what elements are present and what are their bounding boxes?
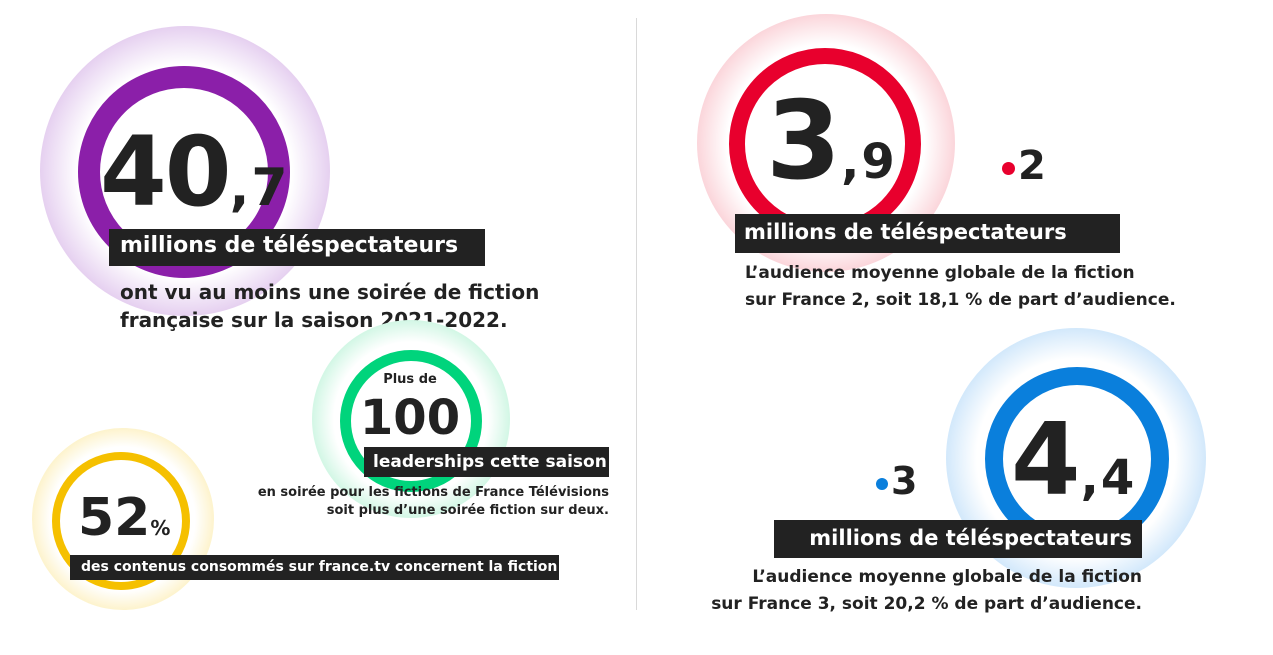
leaderships-description: en soirée pour les fictions de France Té… <box>246 484 609 520</box>
leaderships-unit-label: leaderships cette saison <box>364 447 609 477</box>
france2-value-integer: 3 <box>766 79 842 204</box>
viewers-value: 40,7 <box>100 124 290 220</box>
viewers-unit-label: millions de téléspectateurs <box>109 229 485 266</box>
share-value: 52% <box>78 492 170 544</box>
viewers-description: ont vu au moins une soirée de fiction fr… <box>120 278 539 334</box>
france3-channel-dot-icon <box>876 478 888 490</box>
column-divider <box>636 18 637 610</box>
france2-value-decimal: ,9 <box>841 134 897 190</box>
share-unit-label: des contenus consommés sur france.tv con… <box>70 555 559 580</box>
france2-channel-number: 2 <box>1018 143 1046 189</box>
france2-unit-label: millions de téléspectateurs <box>735 214 1120 253</box>
france3-desc-line: sur France 3, soit 20,2 % de part d’audi… <box>711 594 1142 614</box>
france3-value: 4,4 <box>1011 410 1136 510</box>
france2-description: L’audience moyenne globale de la fiction… <box>745 260 1176 314</box>
leaderships-desc-line: en soirée pour les fictions de France Té… <box>257 485 609 500</box>
share-value-number: 52 <box>78 488 151 548</box>
leaderships-prefix: Plus de <box>383 372 437 387</box>
viewers-desc-line: ont vu au moins une soirée de fiction <box>120 280 540 304</box>
france3-value-integer: 4 <box>1011 401 1081 518</box>
viewers-value-decimal: ,7 <box>229 158 290 218</box>
france3-channel-number: 3 <box>891 459 918 503</box>
france2-desc-line: sur France 2, soit 18,1 % de part d’audi… <box>745 290 1176 310</box>
share-value-suffix: % <box>150 516 171 540</box>
france2-value: 3,9 <box>766 88 897 196</box>
leaderships-desc-line: soit plus d’une soirée fiction sur deux. <box>326 503 609 518</box>
viewers-desc-line: française sur la saison 2021-2022. <box>120 308 508 332</box>
france3-desc-line: L’audience moyenne globale de la fiction <box>752 567 1142 587</box>
france2-desc-line: L’audience moyenne globale de la fiction <box>745 263 1135 283</box>
france3-description: L’audience moyenne globale de la fiction… <box>642 564 1142 618</box>
france3-value-decimal: ,4 <box>1080 450 1137 506</box>
leaderships-value: 100 <box>359 390 461 446</box>
viewers-value-integer: 40 <box>100 116 232 228</box>
france2-channel-dot-icon <box>1002 162 1015 175</box>
france3-unit-label: millions de téléspectateurs <box>774 520 1142 558</box>
